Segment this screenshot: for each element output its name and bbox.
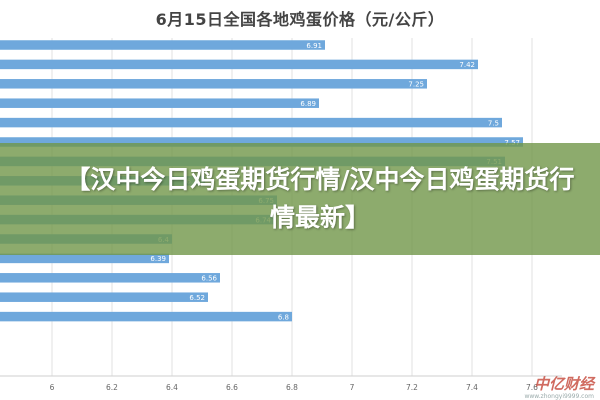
bar-value-label: 7.42 xyxy=(459,61,475,69)
bar-value-label: 7.57 xyxy=(504,139,520,147)
bar xyxy=(0,40,325,50)
x-tick-label: 7.4 xyxy=(466,383,478,392)
headline-text: 【汉中今日鸡蛋期货行情/汉中今日鸡蛋期货行情最新】 xyxy=(65,165,575,232)
bar-value-label: 6.52 xyxy=(189,294,205,302)
bar-value-label: 6.91 xyxy=(306,42,322,50)
x-tick-label: 7.2 xyxy=(406,383,418,392)
bar xyxy=(0,311,292,322)
bar-value-label: 6.39 xyxy=(150,255,166,263)
x-axis-ticks: 6 6.2 6.4 6.6 6.8 7 7.2 7.4 7.6 xyxy=(50,383,539,392)
bar-value-label: 7.25 xyxy=(408,81,424,89)
watermark-text: 中亿财经 xyxy=(534,375,596,393)
bar xyxy=(0,59,478,70)
bar-value-label: 7.5 xyxy=(488,119,499,127)
bar xyxy=(0,273,220,283)
bar xyxy=(0,292,208,302)
watermark-subtext: www.zhongyi9999.com xyxy=(524,393,594,400)
bar xyxy=(0,98,319,108)
x-tick-label: 6.2 xyxy=(106,383,118,392)
watermark-logo: 中亿财经 xyxy=(534,375,596,393)
chart-title: 6月15日全国各地鸡蛋价格（元/公斤） xyxy=(155,10,445,29)
bar xyxy=(0,137,523,147)
headline-banner: 【汉中今日鸡蛋期货行情/汉中今日鸡蛋期货行情最新】 xyxy=(0,143,600,255)
x-tick-label: 6.4 xyxy=(166,383,178,392)
x-tick-label: 6 xyxy=(50,383,55,392)
x-tick-label: 6.6 xyxy=(226,383,238,392)
x-tick-label: 7.6 xyxy=(526,383,538,392)
bar-value-label: 6.89 xyxy=(300,100,316,108)
bar-value-label: 6.8 xyxy=(278,313,289,321)
bar xyxy=(0,79,427,89)
bar xyxy=(0,253,169,264)
x-tick-label: 6.8 xyxy=(286,383,298,392)
bar-value-label: 6.56 xyxy=(201,275,217,283)
x-tick-label: 7 xyxy=(350,383,355,392)
bar xyxy=(0,117,502,128)
